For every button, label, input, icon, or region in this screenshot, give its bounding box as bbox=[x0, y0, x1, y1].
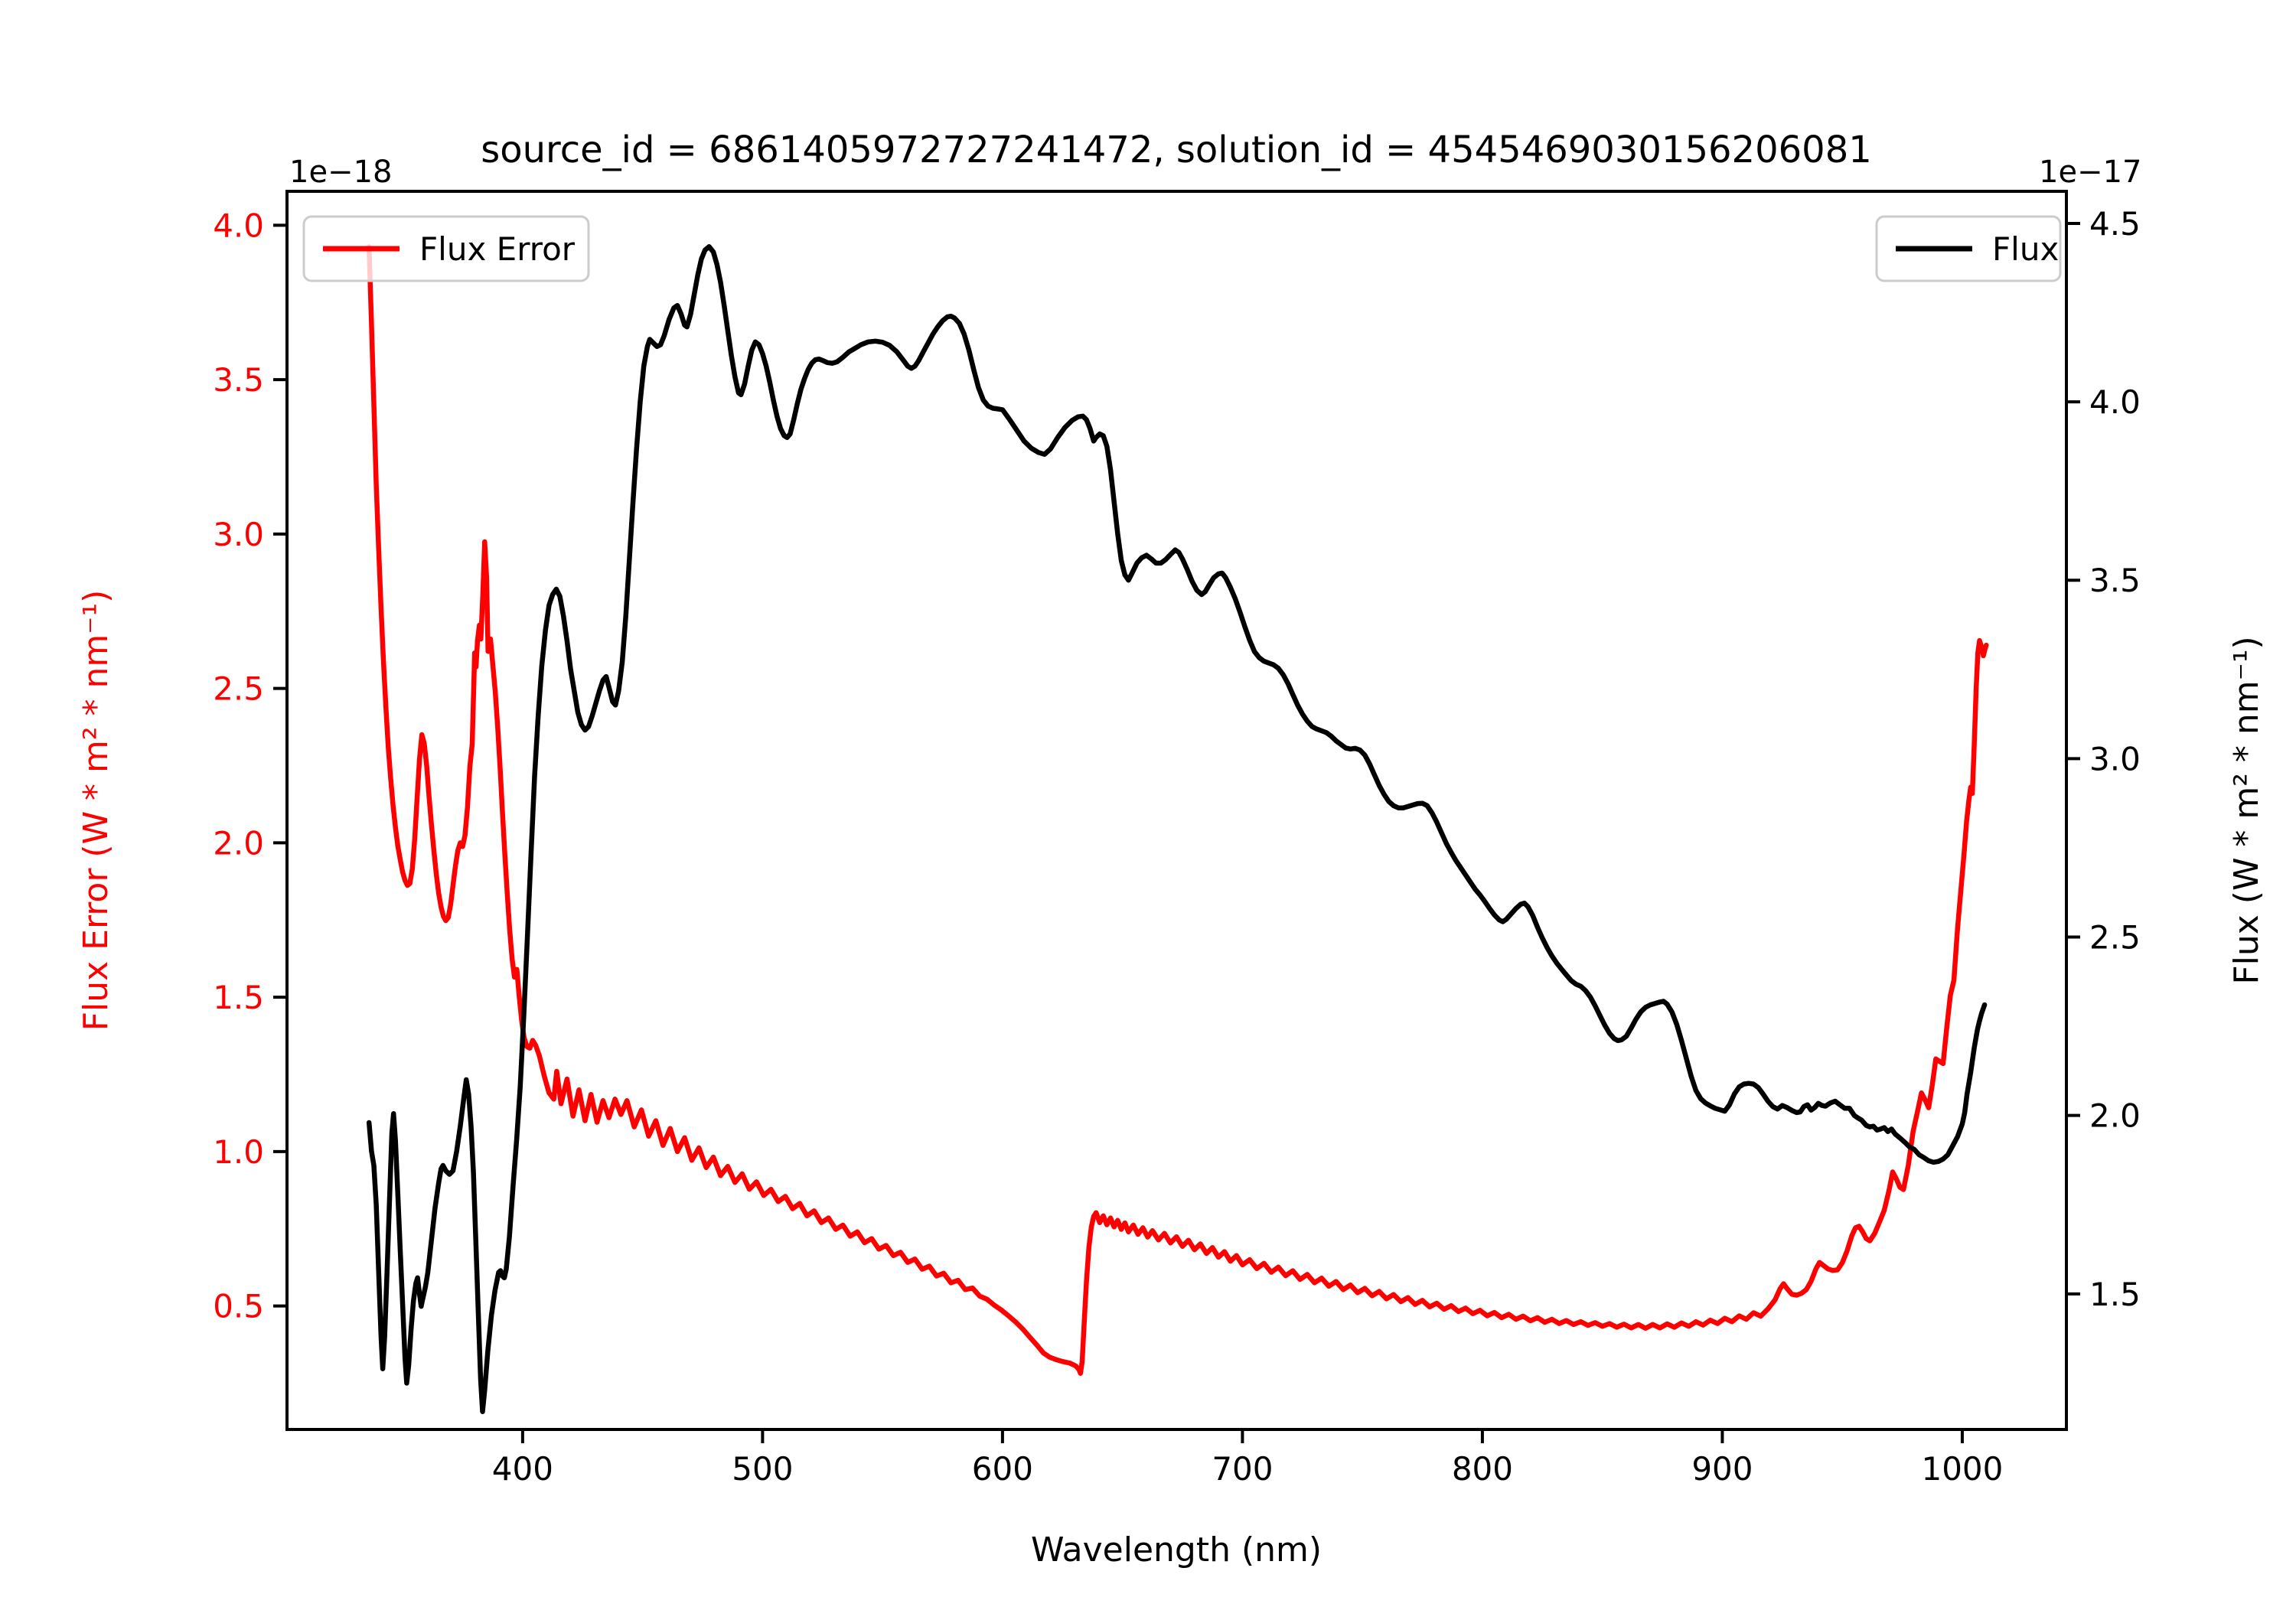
legend-flux-error: Flux Error bbox=[302, 215, 590, 282]
plot-area-border bbox=[285, 190, 2068, 1431]
x-axis-ticks: 400 500 600 700 800 900 1000 bbox=[492, 1429, 2003, 1488]
right-tick-label: 2.0 bbox=[2089, 1097, 2141, 1135]
legend-flux: Flux bbox=[1875, 215, 2062, 282]
x-tick-label: 600 bbox=[972, 1450, 1033, 1488]
x-tick-label: 900 bbox=[1691, 1450, 1753, 1488]
left-tick-label: 0.5 bbox=[213, 1288, 264, 1325]
right-tick-label: 1.5 bbox=[2089, 1276, 2141, 1313]
left-tick-label: 4.0 bbox=[213, 207, 264, 244]
right-axis-offset-label: 1e−17 bbox=[2039, 155, 2141, 190]
legend-label: Flux bbox=[1992, 230, 2059, 268]
series-flux bbox=[366, 244, 1988, 1414]
left-axis-ticks: 4.0 3.5 3.0 2.5 2.0 1.5 1.0 0.5 bbox=[213, 207, 287, 1325]
series-curves bbox=[366, 244, 1989, 1414]
right-tick-label: 4.0 bbox=[2089, 383, 2141, 421]
right-tick-label: 4.5 bbox=[2089, 205, 2141, 243]
x-axis-label: Wavelength (nm) bbox=[1031, 1530, 1322, 1570]
x-tick-label: 1000 bbox=[1921, 1450, 2003, 1488]
x-tick-label: 500 bbox=[732, 1450, 793, 1488]
left-tick-label: 1.5 bbox=[213, 979, 264, 1016]
left-tick-label: 3.0 bbox=[213, 516, 264, 553]
left-tick-label: 2.0 bbox=[213, 824, 264, 862]
left-tick-label: 3.5 bbox=[213, 361, 264, 399]
x-tick-label: 700 bbox=[1212, 1450, 1273, 1488]
left-tick-label: 1.0 bbox=[213, 1133, 264, 1171]
left-axis-offset-label: 1e−18 bbox=[289, 155, 392, 190]
x-tick-label: 400 bbox=[492, 1450, 553, 1488]
series-flux-error bbox=[366, 244, 1989, 1376]
right-axis-ticks: 4.5 4.0 3.5 3.0 2.5 2.0 1.5 bbox=[2066, 205, 2141, 1313]
right-tick-label: 2.5 bbox=[2089, 919, 2141, 957]
right-axis-label: Flux (W * m² * nm⁻¹) bbox=[2227, 636, 2266, 984]
legend-box bbox=[302, 215, 590, 282]
right-tick-label: 3.0 bbox=[2089, 740, 2141, 777]
left-axis-label: Flux Error (W * m² * nm⁻¹) bbox=[77, 590, 116, 1032]
left-tick-label: 2.5 bbox=[213, 670, 264, 708]
right-tick-label: 3.5 bbox=[2089, 562, 2141, 599]
legend-label: Flux Error bbox=[419, 230, 576, 268]
chart-title: source_id = 6861405972727241472, solutio… bbox=[481, 129, 1872, 171]
x-tick-label: 800 bbox=[1452, 1450, 1513, 1488]
